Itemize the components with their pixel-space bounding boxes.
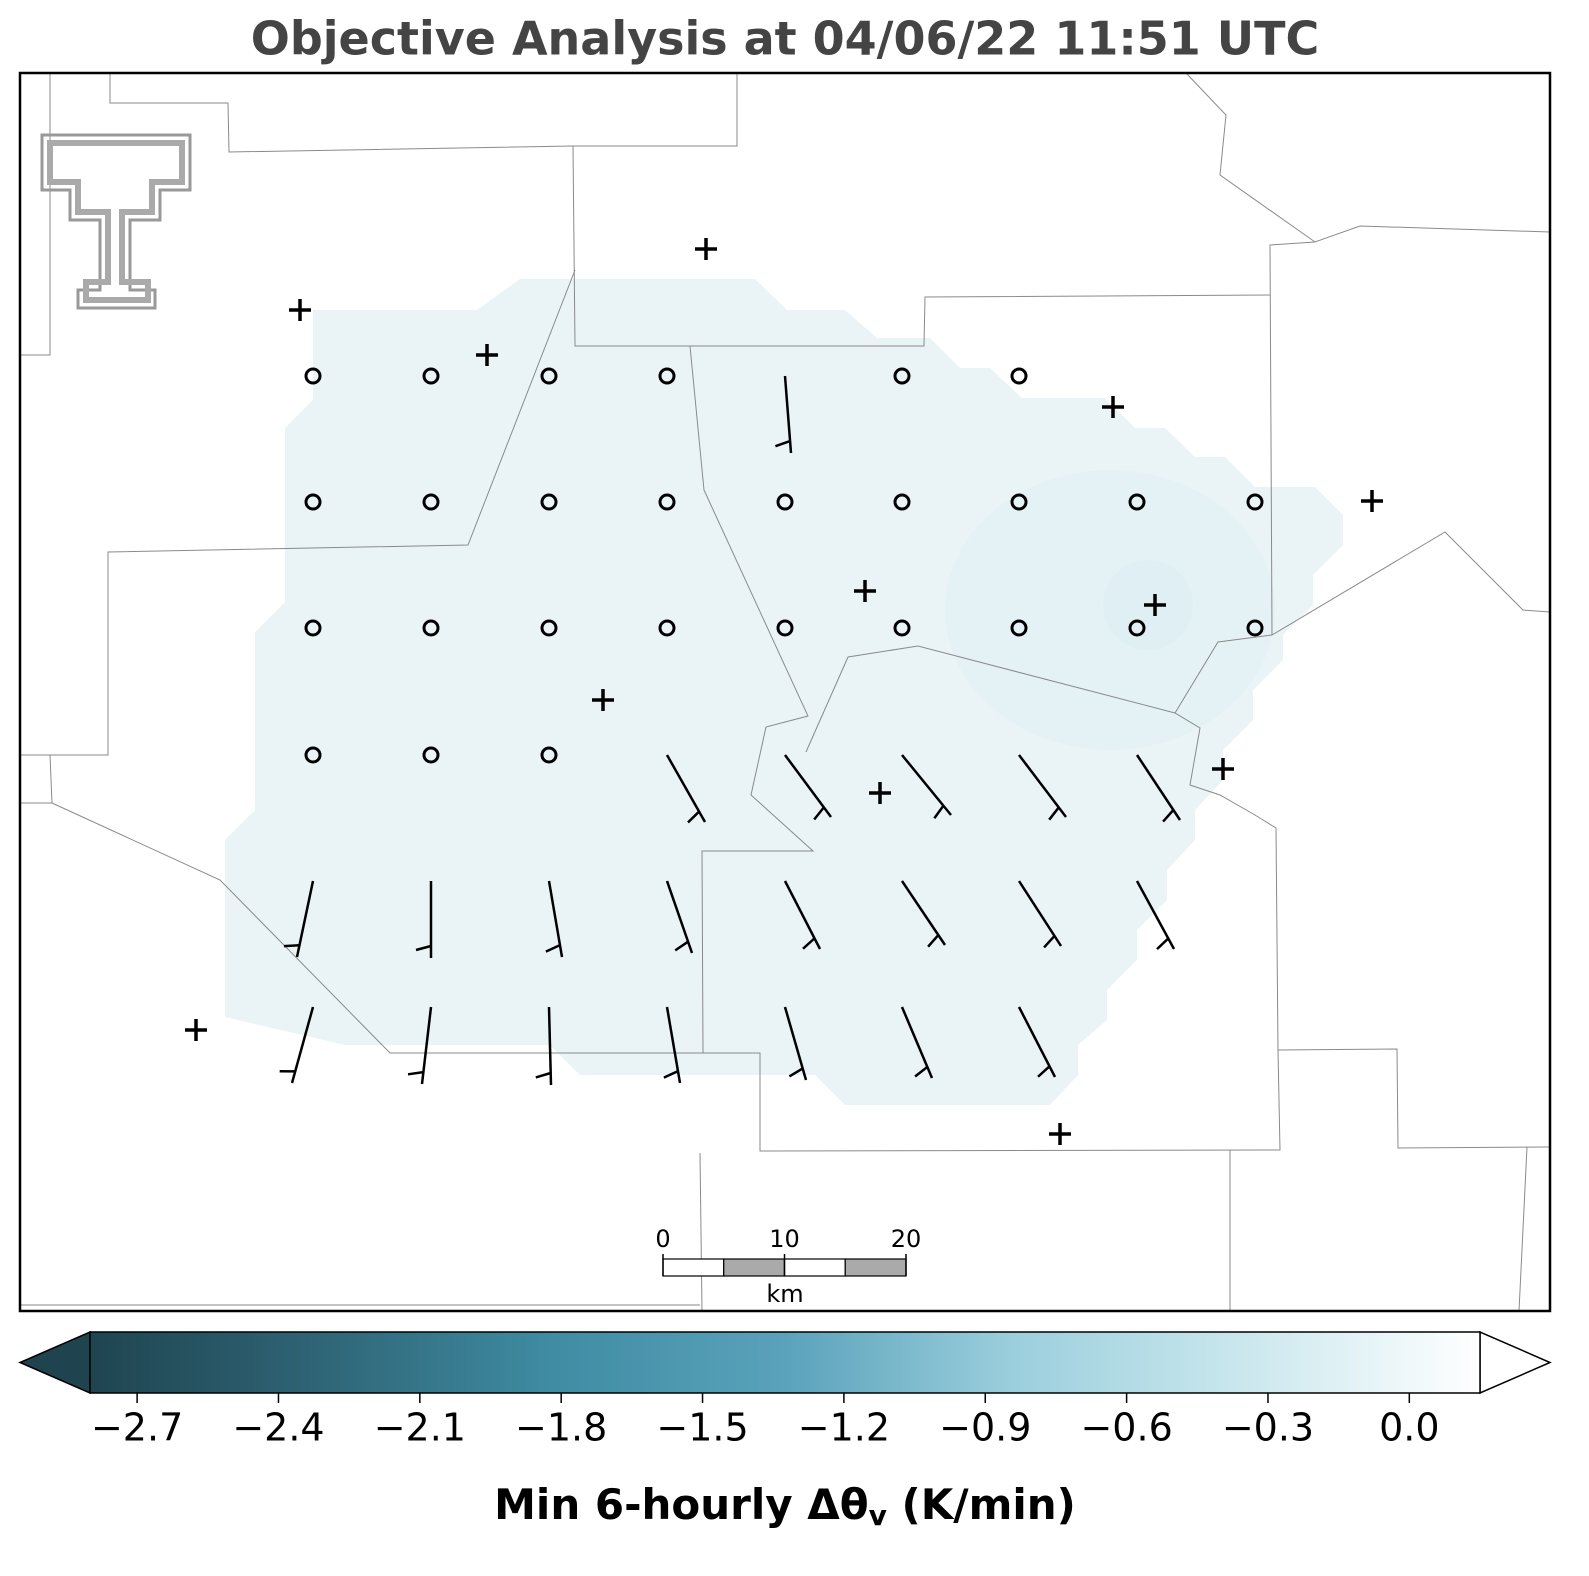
logo — [42, 135, 190, 308]
label-unit: (K/min) — [902, 1480, 1076, 1529]
station-plus — [289, 299, 311, 321]
station-plus — [185, 1019, 207, 1041]
colorbar-extend-max — [1480, 1332, 1550, 1393]
colorbar: −2.7 −2.4 −2.1 −1.8 −1.5 −1.2 −0.9 −0.6 −0.3 0.0 — [20, 1332, 1550, 1450]
colorbar-tick-label: −2.7 — [91, 1406, 183, 1450]
colorbar-tick-label: 0.0 — [1379, 1406, 1439, 1450]
colorbar-tick-label: −1.8 — [515, 1406, 607, 1450]
calm-station — [1012, 369, 1026, 383]
scale-segment — [845, 1259, 906, 1276]
title: Objective Analysis at 04/06/22 11:51 UTC — [251, 12, 1320, 66]
colorbar-body — [90, 1332, 1480, 1393]
barb-flag — [408, 1072, 423, 1074]
scale-tick-label: 0 — [655, 1225, 670, 1253]
station-plus — [1049, 1123, 1071, 1145]
barb-flag — [284, 945, 300, 946]
colorbar-tick-label: −0.3 — [1222, 1406, 1314, 1450]
colorbar-tick-label: −0.9 — [939, 1406, 1031, 1450]
barb-flag — [536, 1073, 551, 1077]
scale-segment — [785, 1259, 846, 1276]
scale-unit: km — [766, 1280, 803, 1308]
station-plus — [695, 238, 717, 260]
colorbar-tick-label: −1.2 — [798, 1406, 890, 1450]
scale-segment — [724, 1259, 785, 1276]
label-subscript: v — [869, 1499, 887, 1532]
colorbar-tick-label: −2.1 — [374, 1406, 466, 1450]
barb-flag — [1157, 938, 1168, 949]
scale-segment — [663, 1259, 724, 1276]
label-main: Min 6-hourly Δθ — [494, 1480, 869, 1529]
label-unit — [887, 1480, 902, 1529]
scale-tick-label: 10 — [769, 1225, 800, 1253]
scale-bar: km 0 10 20 — [655, 1225, 921, 1308]
colorbar-tick-label: −1.5 — [656, 1406, 748, 1450]
map — [20, 73, 1550, 1311]
colorbar-label: Min 6-hourly Δθv (K/min) — [494, 1480, 1076, 1533]
colorbar-tick-label: −0.6 — [1080, 1406, 1172, 1450]
colorbar-tick-label: −2.4 — [232, 1406, 324, 1450]
colorbar-extend-min — [20, 1332, 90, 1393]
scale-tick-label: 20 — [891, 1225, 922, 1253]
station-plus — [1361, 490, 1383, 512]
